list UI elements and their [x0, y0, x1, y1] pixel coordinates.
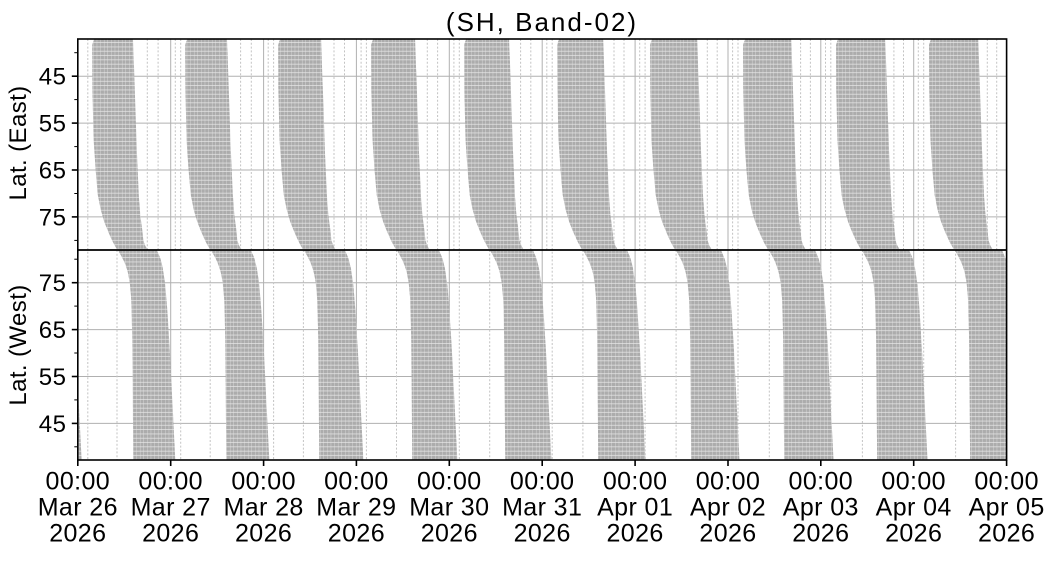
svg-text:Mar 28: Mar 28 — [223, 494, 303, 522]
svg-text:00:00: 00:00 — [231, 468, 296, 496]
svg-text:Lat. (West): Lat. (West) — [5, 284, 32, 405]
svg-text:75: 75 — [39, 270, 67, 297]
svg-text:55: 55 — [39, 364, 67, 391]
svg-text:Apr 03: Apr 03 — [783, 494, 859, 522]
svg-text:(SH, Band-02): (SH, Band-02) — [446, 7, 638, 37]
svg-text:Apr 01: Apr 01 — [597, 494, 673, 522]
svg-text:00:00: 00:00 — [696, 468, 761, 496]
svg-text:2026: 2026 — [142, 520, 199, 548]
svg-text:00:00: 00:00 — [603, 468, 668, 496]
svg-text:00:00: 00:00 — [789, 468, 854, 496]
svg-text:00:00: 00:00 — [417, 468, 482, 496]
svg-text:2026: 2026 — [885, 520, 942, 548]
svg-text:45: 45 — [39, 411, 67, 438]
svg-text:00:00: 00:00 — [46, 468, 111, 496]
svg-text:00:00: 00:00 — [510, 468, 575, 496]
svg-text:Mar 29: Mar 29 — [316, 494, 396, 522]
svg-text:2026: 2026 — [792, 520, 849, 548]
svg-text:2026: 2026 — [606, 520, 663, 548]
svg-text:2026: 2026 — [978, 520, 1035, 548]
svg-text:00:00: 00:00 — [138, 468, 203, 496]
svg-text:Mar 26: Mar 26 — [38, 494, 118, 522]
svg-text:00:00: 00:00 — [974, 468, 1039, 496]
svg-text:Mar 27: Mar 27 — [131, 494, 211, 522]
svg-text:2026: 2026 — [49, 520, 106, 548]
svg-text:Mar 30: Mar 30 — [409, 494, 489, 522]
svg-text:2026: 2026 — [421, 520, 478, 548]
svg-text:Lat. (East): Lat. (East) — [5, 85, 32, 200]
svg-text:55: 55 — [39, 111, 67, 138]
svg-text:Apr 04: Apr 04 — [876, 494, 952, 522]
svg-text:2026: 2026 — [699, 520, 756, 548]
svg-text:00:00: 00:00 — [881, 468, 946, 496]
svg-text:2026: 2026 — [328, 520, 385, 548]
svg-text:2026: 2026 — [514, 520, 571, 548]
svg-text:Apr 02: Apr 02 — [690, 494, 766, 522]
svg-text:65: 65 — [39, 317, 67, 344]
svg-text:75: 75 — [39, 204, 67, 231]
svg-text:00:00: 00:00 — [324, 468, 389, 496]
svg-text:45: 45 — [39, 64, 67, 91]
svg-text:65: 65 — [39, 158, 67, 185]
svg-text:Apr 05: Apr 05 — [969, 494, 1045, 522]
svg-text:Mar 31: Mar 31 — [502, 494, 582, 522]
svg-text:2026: 2026 — [235, 520, 292, 548]
